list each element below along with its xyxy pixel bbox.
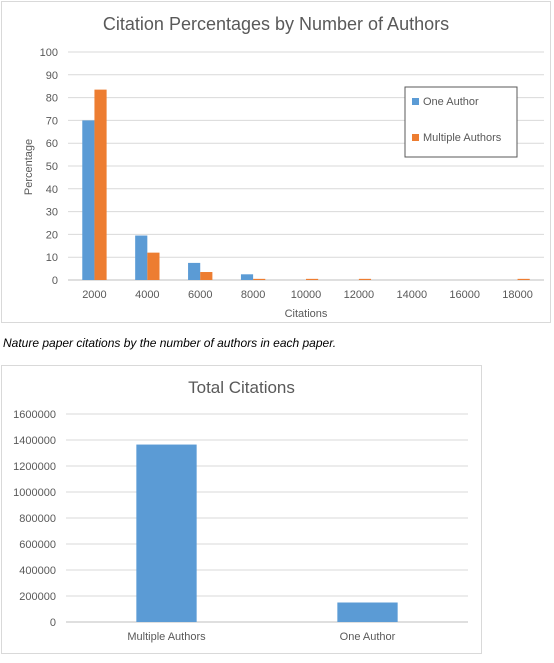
chart-title: Citation Percentages by Number of Author… — [102, 14, 450, 34]
y-tick-label: 400000 — [19, 565, 56, 577]
y-tick-label: 60 — [46, 138, 58, 150]
total-citations-plot: 0 200000 400000 600000 800000 1000000 1200000 1… — [13, 409, 468, 643]
bar-one-author-4000 — [135, 235, 148, 280]
bar-multiple-authors-2000 — [94, 89, 107, 281]
figure-caption: Nature paper citations by the number of … — [3, 336, 337, 350]
bar-one-author-6000 — [188, 262, 201, 280]
x-tick-label: 18000 — [502, 289, 533, 301]
bar-multiple-authors-10000 — [306, 278, 319, 280]
x-tick-label: One Author — [340, 631, 396, 643]
legend-swatch — [412, 98, 419, 105]
bar-series-multiple-authors — [136, 444, 197, 622]
bar-multiple-authors-6000 — [200, 272, 213, 280]
y-tick-label: 600000 — [19, 539, 56, 551]
citation-percentage-plot: 0 10 20 30 40 50 60 70 80 90 100 2000 4000 6000 8000 10… — [23, 47, 544, 320]
chart-title: Total Citations — [188, 378, 295, 397]
y-tick-label: 1000000 — [13, 487, 56, 499]
y-tick-label: 20 — [46, 229, 58, 241]
y-tick-label: 1600000 — [13, 409, 56, 421]
legend-label: Multiple Authors — [423, 132, 502, 144]
x-tick-label: 16000 — [449, 289, 480, 301]
x-axis-label: Citations — [285, 308, 328, 320]
x-tick-label: 14000 — [396, 289, 427, 301]
y-tick-label: 0 — [50, 617, 56, 629]
y-tick-label: 1400000 — [13, 435, 56, 447]
x-tick-label: Multiple Authors — [127, 631, 206, 643]
bar-multiple-authors-18000 — [517, 278, 530, 280]
x-tick-label: 10000 — [291, 289, 322, 301]
y-axis-label: Percentage — [23, 139, 35, 195]
legend-box — [404, 86, 518, 158]
y-tick-label: 200000 — [19, 591, 56, 603]
bar-multiple-authors-4000 — [147, 252, 160, 280]
citation-percentage-chart: Citation Percentages by Number of Author… — [1, 1, 551, 323]
legend-label: One Author — [423, 96, 479, 108]
bar-series-one-author — [337, 602, 398, 622]
y-tick-label: 70 — [46, 115, 58, 127]
y-tick-label: 10 — [46, 252, 58, 264]
total-citations-chart: Total Citations 0 200000 400000 600000 80000… — [1, 365, 482, 654]
y-tick-label: 50 — [46, 161, 58, 173]
y-tick-label: 100 — [40, 47, 58, 59]
bar-one-author-2000 — [82, 120, 95, 281]
legend-swatch — [412, 134, 419, 141]
bar-one-author-8000 — [240, 274, 254, 280]
x-tick-label: 6000 — [188, 289, 212, 301]
bar-multiple-authors-8000 — [253, 278, 266, 280]
y-tick-label: 1200000 — [13, 461, 56, 473]
x-tick-label: 4000 — [135, 289, 159, 301]
y-tick-label: 800000 — [19, 513, 56, 525]
x-tick-label: 8000 — [241, 289, 265, 301]
y-tick-label: 30 — [46, 207, 58, 219]
x-tick-label: 2000 — [82, 289, 106, 301]
y-tick-label: 90 — [46, 70, 58, 82]
bar-multiple-authors-12000 — [358, 278, 372, 280]
y-tick-label: 40 — [46, 184, 58, 196]
x-tick-label: 12000 — [344, 289, 375, 301]
y-tick-label: 80 — [46, 93, 58, 105]
y-tick-label: 0 — [52, 275, 58, 287]
